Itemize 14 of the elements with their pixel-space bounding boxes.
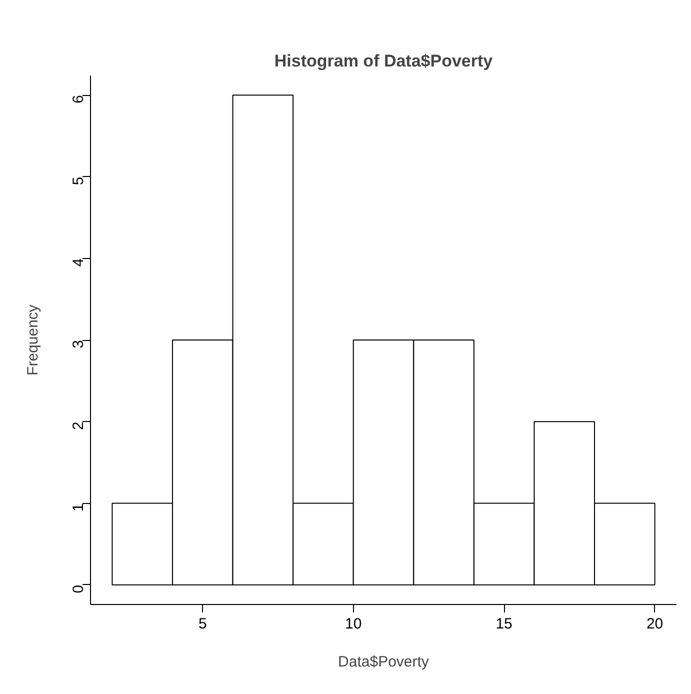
y-tick-label: 1 [70, 503, 87, 512]
y-tick-label: 6 [70, 95, 87, 104]
y-tick-label: 2 [70, 422, 87, 430]
x-axis-title: Data$Poverty [338, 654, 430, 670]
y-tick-label: 5 [70, 176, 87, 186]
y-tick-label: 0 [70, 584, 87, 594]
x-tick-label: 15 [496, 616, 512, 632]
chart-title: Histogram of Data$Poverty [274, 52, 494, 70]
x-tick-label: 10 [345, 616, 362, 632]
y-tick-label: 3 [70, 340, 87, 348]
y-tick-label: 4 [70, 258, 87, 267]
x-tick-label: 20 [646, 616, 664, 632]
y-axis-title: Frequency [24, 304, 42, 376]
x-tick-label: 5 [198, 616, 207, 632]
